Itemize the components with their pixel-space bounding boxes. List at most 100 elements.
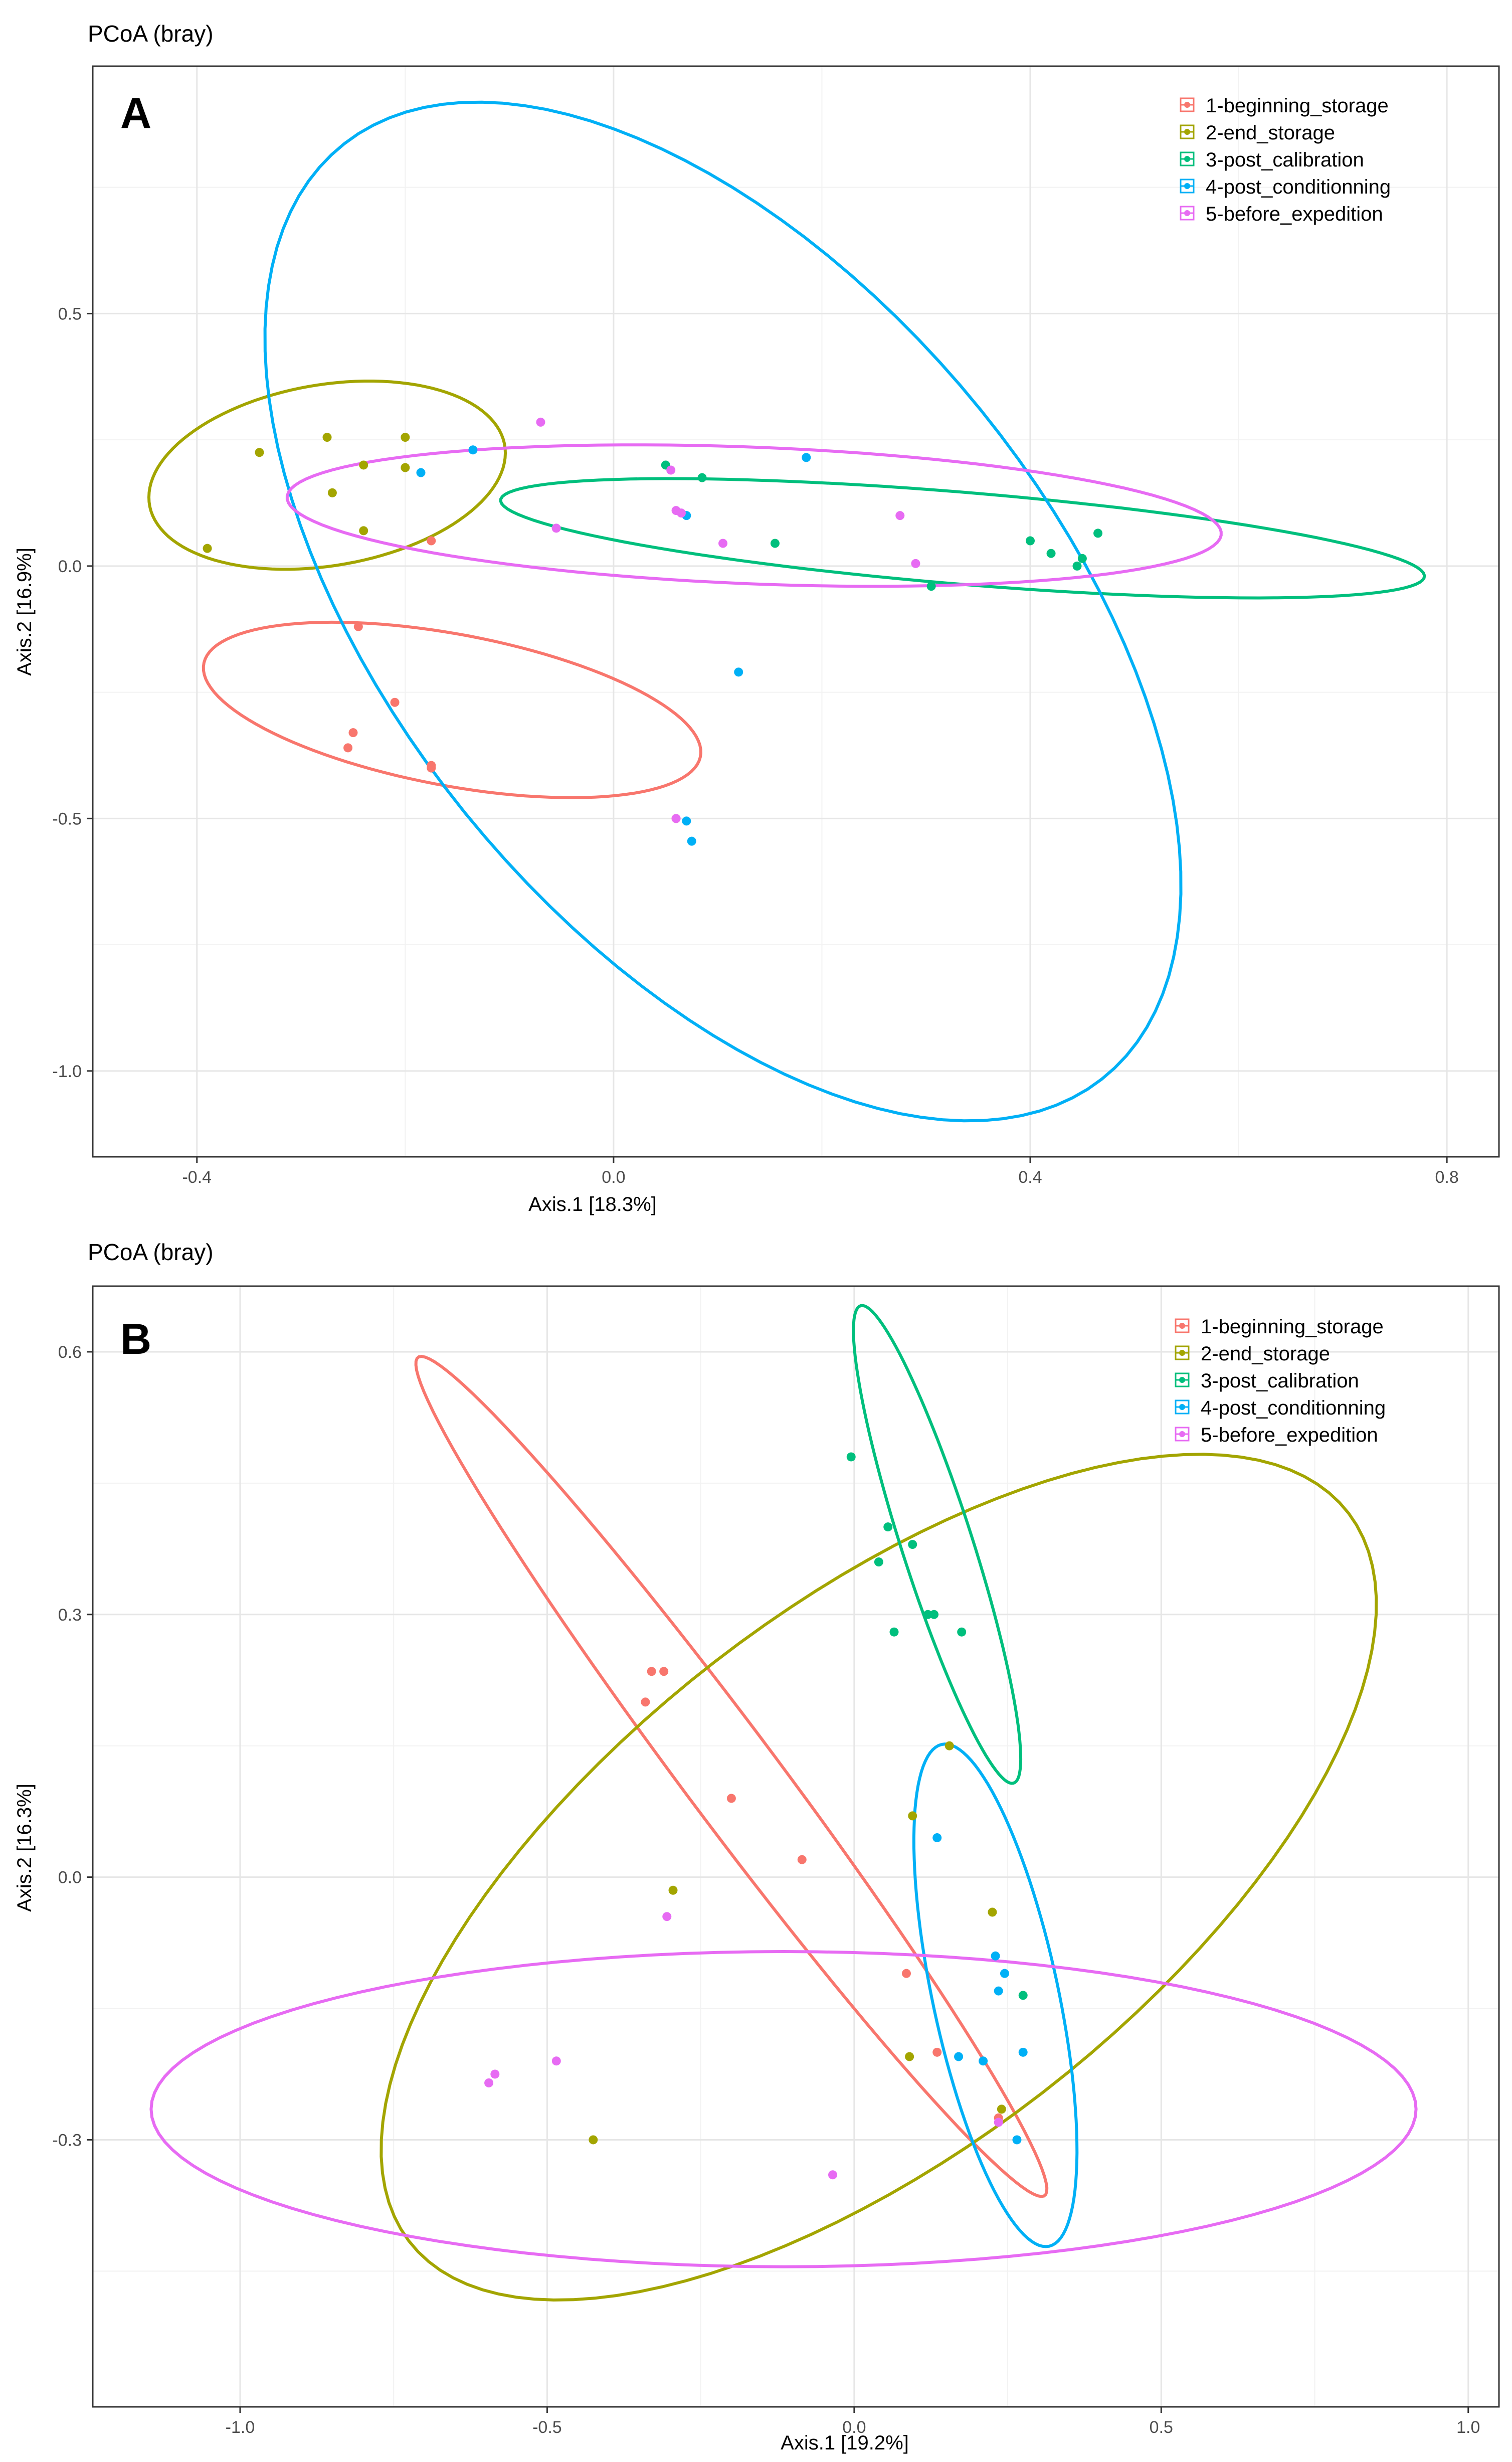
chart-panel-a: -0.4 0.0 0.4 0.8 -1.0 -0.5 0.0 0.5 A Axis.1 [18.3… — [14, 65, 1500, 1215]
ellipse-4-post_conditionning — [263, 100, 1183, 1123]
legend-key-point — [1179, 1431, 1185, 1437]
legend-label: 3-post_calibration — [1206, 149, 1364, 171]
point-2-end_storage — [322, 433, 332, 442]
point-3-post_calibration — [1046, 549, 1056, 558]
y-tick-label: 0.0 — [58, 1868, 82, 1887]
legend-label: 5-before_expedition — [1206, 203, 1383, 225]
point-2-end_storage — [203, 544, 212, 553]
ellipse-3-post_calibration — [499, 477, 1426, 600]
ellipse-3-post_calibration — [852, 1304, 1023, 1785]
point-5-before_expedition — [551, 2056, 561, 2066]
x-tick-label: 0.4 — [1018, 1168, 1042, 1187]
x-axis-label: Axis.1 [19.2%] — [781, 2432, 909, 2454]
y-axis-label: Axis.2 [16.3%] — [14, 1784, 36, 1912]
point-5-before_expedition — [666, 465, 676, 475]
legend-key-point — [1184, 102, 1190, 108]
point-1-beginning_storage — [348, 728, 358, 738]
point-2-end_storage — [255, 448, 264, 457]
point-1-beginning_storage — [726, 1794, 736, 1803]
ellipse-5-before_expedition — [149, 1950, 1418, 2268]
panel-letter: B — [120, 1315, 151, 1363]
point-2-end_storage — [359, 460, 368, 470]
y-tick-label: -0.5 — [52, 809, 82, 828]
x-tick-label: -1.0 — [226, 2418, 255, 2437]
ellipse-2-end_storage — [147, 380, 507, 571]
point-2-end_storage — [327, 488, 337, 497]
plot-background — [93, 66, 1499, 1157]
point-5-before_expedition — [671, 814, 681, 823]
point-2-end_storage — [908, 1811, 917, 1821]
x-tick-label: 0.0 — [602, 1168, 625, 1187]
point-4-post_conditionning — [954, 2052, 964, 2061]
point-2-end_storage — [997, 2104, 1006, 2114]
point-3-post_calibration — [846, 1452, 856, 1462]
point-2-end_storage — [401, 433, 410, 442]
point-4-post_conditionning — [734, 667, 743, 677]
point-1-beginning_storage — [427, 536, 436, 546]
panel-border — [92, 1285, 1500, 2408]
point-1-beginning_storage — [641, 1697, 650, 1707]
legend: 1-beginning_storage 2-end_storage 3-post_c… — [1180, 95, 1391, 225]
point-2-end_storage — [359, 526, 368, 536]
y-tick-label: 0.0 — [58, 557, 82, 576]
x-tick-label: 0.0 — [842, 2418, 866, 2437]
point-2-end_storage — [905, 2052, 914, 2061]
point-4-post_conditionning — [682, 816, 691, 826]
point-5-before_expedition — [911, 559, 920, 568]
point-5-before_expedition — [662, 1912, 672, 1921]
point-5-before_expedition — [718, 539, 728, 548]
panel-a-title: PCoA (bray) — [88, 21, 214, 47]
point-4-post_conditionning — [932, 1833, 942, 1843]
point-1-beginning_storage — [901, 1969, 911, 1978]
point-4-post_conditionning — [994, 1986, 1003, 1996]
y-axis-label: Axis.2 [16.9%] — [14, 548, 36, 676]
legend-key-point — [1179, 1377, 1185, 1383]
x-tick-label: -0.4 — [182, 1168, 212, 1187]
legend: 1-beginning_storage 2-end_storage 3-post_c… — [1175, 1316, 1386, 1446]
x-axis-label: Axis.1 [18.3%] — [528, 1193, 657, 1215]
legend-label: 1-beginning_storage — [1201, 1316, 1384, 1338]
legend-key-point — [1179, 1350, 1185, 1356]
legend-label: 1-beginning_storage — [1206, 95, 1389, 117]
point-1-beginning_storage — [932, 2047, 942, 2057]
ellipse-2-end_storage — [380, 1453, 1378, 2302]
x-tick-label: 0.5 — [1150, 2418, 1173, 2437]
point-1-beginning_storage — [659, 1667, 669, 1676]
point-3-post_calibration — [697, 473, 707, 482]
point-2-end_storage — [988, 1907, 997, 1917]
point-4-post_conditionning — [687, 836, 696, 846]
point-4-post_conditionning — [416, 468, 426, 477]
point-1-beginning_storage — [343, 743, 353, 753]
ellipse-4-post_conditionning — [912, 1742, 1079, 2248]
point-2-end_storage — [589, 2135, 598, 2145]
x-tick-label: -0.5 — [532, 2418, 562, 2437]
x-tick-label: 0.8 — [1435, 1168, 1458, 1187]
point-3-post_calibration — [1018, 1991, 1028, 2000]
point-2-end_storage — [401, 463, 410, 472]
y-tick-label: 0.3 — [58, 1606, 82, 1625]
point-2-end_storage — [944, 1741, 954, 1750]
point-3-post_calibration — [929, 1610, 939, 1619]
x-tick-label: 1.0 — [1456, 2418, 1480, 2437]
point-5-before_expedition — [828, 2170, 837, 2180]
legend-label: 5-before_expedition — [1201, 1424, 1378, 1446]
point-4-post_conditionning — [991, 1951, 1000, 1961]
y-tick-label: 0.5 — [58, 304, 82, 323]
panel-border — [92, 65, 1500, 1158]
point-5-before_expedition — [895, 511, 905, 520]
legend-key-point — [1179, 1404, 1185, 1410]
point-5-before_expedition — [676, 508, 686, 518]
ellipse-1-beginning_storage — [202, 620, 702, 799]
point-1-beginning_storage — [647, 1667, 656, 1676]
point-2-end_storage — [668, 1885, 678, 1895]
point-3-post_calibration — [1072, 561, 1082, 571]
data-layer — [147, 100, 1426, 1123]
panel-b-title: PCoA (bray) — [88, 1239, 214, 1265]
ellipse-1-beginning_storage — [414, 1355, 1049, 2198]
point-1-beginning_storage — [353, 622, 363, 631]
point-3-post_calibration — [957, 1627, 967, 1637]
point-5-before_expedition — [551, 523, 561, 533]
legend-key-point — [1184, 156, 1190, 162]
legend-key-point — [1179, 1323, 1185, 1329]
